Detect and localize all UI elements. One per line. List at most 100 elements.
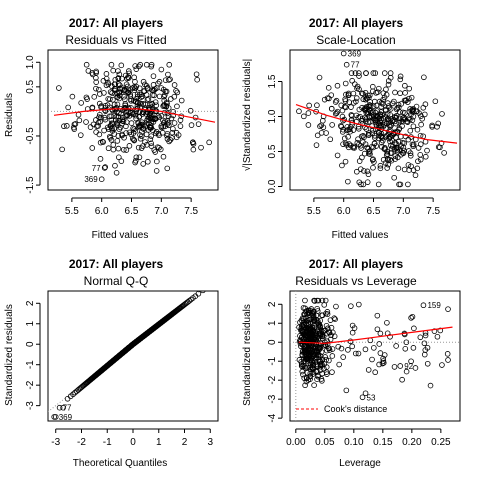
data-point [445, 357, 451, 363]
data-point [412, 172, 419, 179]
data-point [304, 311, 310, 317]
data-point [132, 128, 139, 134]
data-point [362, 96, 369, 103]
data-point [417, 334, 424, 341]
data-point [313, 142, 320, 148]
data-point [387, 112, 393, 118]
data-point [158, 124, 165, 131]
data-point [402, 82, 408, 89]
x-tick-label: -3 [51, 437, 60, 448]
data-point [379, 360, 386, 367]
data-point [153, 168, 160, 174]
data-point [140, 78, 147, 85]
data-point [314, 368, 320, 375]
data-point [346, 99, 352, 105]
y-axis-label: Standardized residuals [4, 304, 15, 406]
data-point [125, 89, 131, 95]
data-point [320, 117, 326, 124]
data-point [350, 127, 357, 133]
data-point [356, 86, 362, 92]
data-point [171, 120, 178, 126]
data-point [119, 114, 126, 121]
data-point [343, 104, 349, 111]
panel-subtitle: Normal Q-Q [84, 274, 149, 288]
data-point [382, 146, 388, 152]
data-point [385, 161, 391, 168]
y-tick-label: -3 [267, 394, 278, 403]
data-point [334, 152, 341, 159]
data-point [406, 85, 413, 92]
data-point [314, 305, 320, 312]
data-point [354, 139, 361, 146]
data-point [64, 123, 70, 129]
data-point [434, 123, 440, 130]
data-point [320, 333, 327, 340]
plot-frame [47, 290, 219, 422]
data-point [371, 140, 378, 147]
data-point [375, 181, 382, 188]
data-point [424, 344, 431, 351]
data-point [311, 382, 317, 388]
data-point [362, 141, 369, 147]
data-point [135, 120, 142, 127]
data-point [409, 313, 416, 320]
data-point [339, 129, 346, 135]
data-point [124, 112, 131, 119]
data-point [365, 92, 371, 99]
data-point [109, 126, 115, 132]
data-point [112, 162, 118, 169]
x-tick-label: 0 [130, 437, 136, 448]
data-point [114, 122, 121, 129]
data-point [128, 96, 134, 103]
data-point [93, 129, 99, 135]
x-tick-label: 7.0 [396, 206, 410, 217]
data-point [353, 95, 360, 101]
data-point [334, 108, 341, 115]
data-point [369, 157, 376, 163]
data-point [164, 117, 171, 124]
data-point [61, 123, 67, 130]
data-point [444, 351, 451, 357]
data-point [370, 83, 376, 90]
data-point [386, 135, 392, 142]
point-label: 369 [59, 413, 73, 422]
data-point [113, 170, 120, 176]
data-point [333, 110, 340, 116]
data-point [108, 117, 115, 123]
data-point [393, 134, 399, 141]
data-point [402, 90, 408, 96]
data-point [132, 159, 138, 166]
data-point [402, 345, 409, 352]
data-point [406, 95, 412, 102]
data-point [338, 102, 345, 109]
labelled-point [52, 414, 59, 420]
y-tick-label: -0.5 [25, 127, 36, 145]
data-point [364, 95, 370, 102]
data-point [123, 147, 130, 153]
data-point [111, 125, 117, 132]
data-point [392, 153, 399, 159]
data-point [110, 96, 116, 103]
data-point [322, 342, 328, 348]
data-point [114, 101, 121, 108]
data-point [310, 371, 316, 377]
y-axis-label: Residuals [4, 93, 15, 137]
point-label: 77 [63, 404, 72, 413]
data-point [410, 123, 417, 130]
data-point [421, 111, 428, 118]
data-point [415, 145, 422, 151]
data-point [410, 167, 417, 173]
data-point [156, 114, 163, 121]
data-point [353, 168, 360, 175]
data-point [87, 124, 94, 130]
data-point [187, 107, 194, 114]
data-point [376, 85, 382, 92]
data-point [107, 89, 114, 95]
y-tick-label: -1 [25, 360, 36, 369]
data-point [311, 298, 318, 304]
x-tick-label: -2 [77, 437, 86, 448]
y-tick-label: 1 [267, 320, 278, 326]
data-point [307, 370, 314, 377]
panel-title: 2017: All players [309, 16, 404, 30]
data-point [126, 143, 133, 149]
